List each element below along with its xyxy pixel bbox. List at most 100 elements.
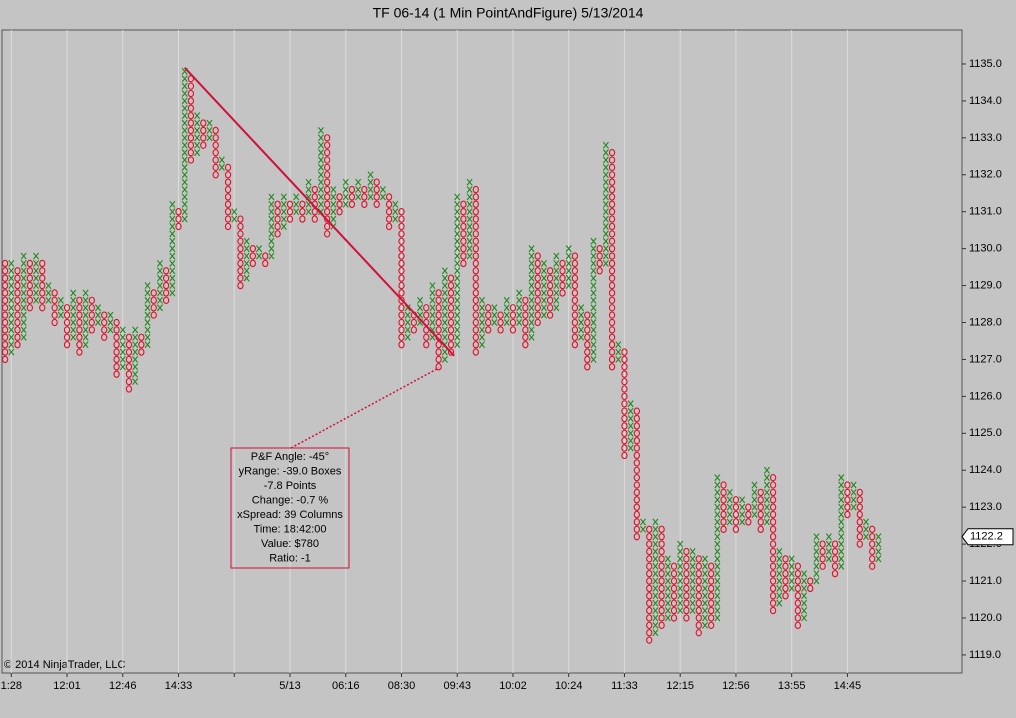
x-column [45,282,52,304]
x-column [553,252,560,312]
o-column [398,208,405,349]
x-column [342,178,349,208]
o-column [769,474,777,615]
x-column [602,141,609,267]
x-column [194,112,201,157]
o-column [485,304,492,334]
x-column [590,237,597,363]
x-column [144,282,151,349]
y-tick-label: 1132.0 [969,169,1002,181]
o-column [534,252,541,327]
y-tick-label: 1120.0 [969,612,1002,624]
plot-area [1,29,963,674]
o-column [336,193,343,216]
annotation-text: -7.8 Points [264,480,317,492]
o-column [460,200,467,267]
last-price-box [961,528,1014,546]
x-column [317,127,324,216]
x-column [875,533,882,563]
o-column [150,289,157,319]
x-column [218,156,225,171]
x-tick-label: 09:43 [443,680,471,692]
x-tick-label: 11:33 [611,680,638,692]
x-column [206,119,213,142]
o-column [646,525,653,644]
last-price-label: 1122.2 [970,531,1003,543]
o-column [757,488,764,533]
o-column [794,562,802,629]
o-column [63,304,71,349]
o-column [88,296,95,334]
x-tick-label: 08:30 [388,680,416,692]
chart-title: TF 06-14 (1 Min PointAndFigure) 5/13/201… [373,5,644,21]
x-column [516,289,523,326]
o-column [831,540,839,578]
o-column [621,348,628,460]
x-tick-label: 10:02 [499,680,527,692]
trend-line [183,66,455,357]
y-tick-label: 1126.0 [969,390,1002,402]
x-column [862,518,870,541]
x-column [417,296,424,326]
annotation-connector [290,367,440,449]
o-column [546,267,554,319]
x-column [664,555,671,622]
x-column [305,178,312,216]
y-tick-label: 1134.0 [969,95,1002,107]
x-column [776,548,783,607]
o-column [708,562,715,629]
x-column [565,245,572,290]
o-column [262,252,269,268]
o-column [559,259,566,297]
o-column [608,149,616,371]
x-column [20,252,27,341]
x-column [454,193,461,349]
y-tick-label: 1130.0 [969,243,1002,255]
x-column [82,289,89,349]
x-tick-label: 1:28 [1,680,22,692]
x-column [503,296,510,326]
y-tick-label: 1129.0 [969,279,1002,291]
x-tick-label: 10:24 [555,680,583,692]
x-tick-label: 14:45 [834,680,862,692]
x-column [392,200,399,223]
x-column [652,518,659,637]
o-column [522,296,529,349]
o-column [299,200,306,223]
x-tick-label: 06:16 [332,680,360,692]
x-column [627,400,634,452]
x-column [181,67,188,223]
x-column [132,326,139,386]
o-column [435,289,442,371]
o-column [39,259,46,312]
x-column [763,466,770,526]
x-column [578,304,585,341]
x-column [70,289,77,341]
x-tick-label: 12:01 [53,680,81,692]
x-column [57,296,64,319]
o-column [249,245,256,267]
o-column [447,274,455,356]
x-tick-label: 14:33 [165,680,193,692]
annotation-text: Ratio: -1 [269,552,311,564]
x-column [615,341,622,363]
o-column [869,525,876,570]
o-column [670,562,678,622]
o-column [212,126,219,179]
x-column [838,474,845,570]
o-column [26,259,34,312]
o-column [113,318,120,378]
y-tick-label: 1119.0 [969,649,1001,661]
o-column [125,333,133,393]
o-column [373,178,380,208]
o-column [695,555,702,637]
x-column [850,481,857,511]
x-column [478,296,486,349]
o-column [224,163,232,231]
x-column [231,208,238,223]
x-column [466,178,473,260]
x-column [726,488,733,526]
annotation-box [230,447,350,569]
o-column [311,185,318,223]
